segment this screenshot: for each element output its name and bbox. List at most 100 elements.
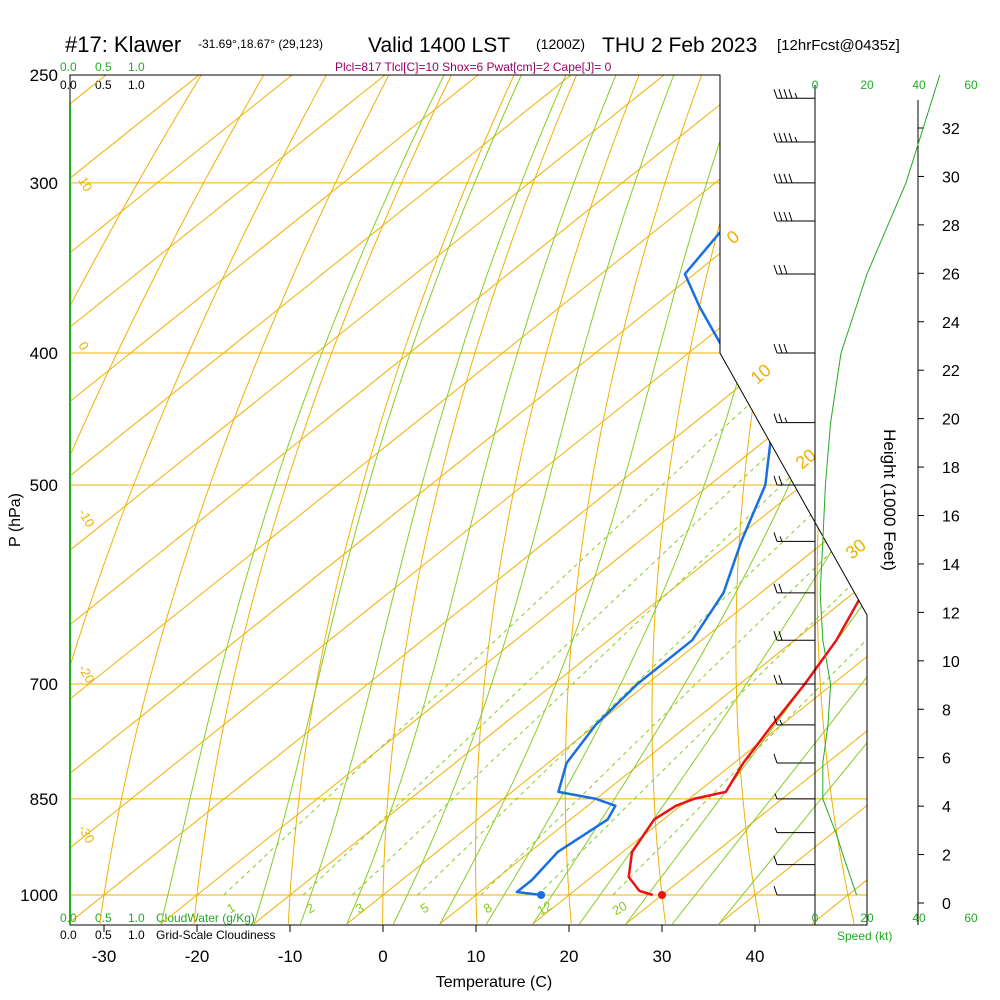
cloud-scale-bottom-green-2: 1.0 [128, 911, 145, 925]
wind-barb-full [773, 674, 778, 685]
isotherm-line [70, 75, 573, 925]
isotherm-line [70, 75, 480, 925]
dry-adiabat-line [70, 75, 369, 924]
isotherm-line [70, 75, 867, 925]
moist-adiabat-line [299, 75, 601, 925]
dry-adiabat-label: -30 [75, 822, 97, 846]
wind-barb-full [773, 413, 778, 423]
cloud-scale-top-black-1: 0.5 [95, 78, 112, 92]
temperature-tick-label: 20 [560, 947, 579, 966]
isotherm-line [70, 75, 867, 925]
height-tick-label: 14 [942, 557, 960, 574]
cloudwater-label: CloudWater (g/Kg) [156, 911, 255, 925]
height-tick-label: 26 [942, 266, 960, 283]
wind-barb-full [783, 264, 788, 275]
height-tick-label: 12 [942, 605, 960, 622]
moist-adiabat-label: 30 [842, 535, 870, 563]
height-axis-title: Height (1000 Feet) [880, 429, 899, 571]
wind-barb-full [778, 475, 783, 486]
x-axis-title: Temperature (C) [436, 974, 552, 991]
wind-barb-half [779, 719, 783, 726]
wind-speed-profile [819, 74, 941, 896]
wind-barb-full [788, 132, 793, 143]
moist-adiabat-line [439, 75, 771, 925]
wind-barb-half [794, 93, 798, 99]
wind-barb [773, 631, 815, 641]
wind-barb-full [783, 343, 788, 354]
dry-adiabat-line [70, 75, 249, 925]
dry-adiabat-line [382, 75, 611, 924]
dry-adiabat-label: -10 [75, 506, 97, 530]
cloud-scale-bottom-green-1: 0.5 [95, 911, 112, 925]
height-tick-label: 8 [942, 702, 951, 719]
wind-barb-full [773, 753, 778, 764]
wind-barb [773, 855, 815, 866]
isotherm-line [70, 75, 666, 925]
cloud-scale-bottom-black-0: 0.0 [60, 928, 77, 942]
wind-speed-tick-top: 60 [964, 78, 978, 92]
moist-adiabat-line [392, 75, 705, 925]
wind-barb [773, 583, 815, 594]
height-tick-label: 24 [942, 315, 960, 332]
dry-adiabat-line [735, 75, 852, 924]
isotherm-line [811, 75, 867, 925]
moist-adiabat-line [718, 75, 867, 925]
dry-adiabat-line [70, 75, 309, 925]
height-tick-label: 0 [942, 896, 951, 913]
moist-adiabat-line [253, 75, 558, 925]
station-coords: -31.69°,18.67° (29,123) [198, 37, 323, 51]
wind-barb-full [778, 583, 783, 594]
wind-speed-tick-top: 20 [860, 78, 874, 92]
pressure-tick-label: 400 [30, 344, 58, 363]
moist-adiabat-line [625, 75, 867, 925]
pressure-tick-label: 300 [30, 174, 58, 193]
plot-frame [69, 74, 868, 926]
wind-barb [773, 211, 815, 222]
pressure-tick-label: 850 [30, 790, 58, 809]
height-tick-label: 32 [942, 121, 960, 138]
isotherm-line [70, 75, 867, 925]
station-title: #17: Klawer [65, 32, 181, 57]
mixing-ratio-line [612, 352, 867, 896]
dry-adiabat-label: 0 [75, 339, 92, 353]
wind-barb-full [783, 132, 788, 143]
mixing-ratio-line [223, 352, 805, 896]
dry-adiabat-line [287, 75, 550, 924]
dry-adiabat-label: -20 [75, 662, 97, 686]
isotherm-line [70, 75, 852, 925]
wind-barb-half [784, 417, 788, 423]
mixing-ratio-line [417, 352, 867, 896]
height-tick-label: 16 [942, 509, 960, 526]
isotherm-line [346, 75, 867, 925]
wind-barb-full [773, 885, 778, 896]
height-tick-label: 30 [942, 169, 960, 186]
wind-barb-half [794, 136, 798, 143]
wind-speed-tick-bottom: 0 [812, 911, 819, 925]
cloud-scale-top-black-2: 1.0 [128, 78, 145, 92]
isotherm-line [625, 75, 867, 925]
temperature-tick-label: 40 [746, 947, 765, 966]
wind-barb-full [773, 173, 778, 184]
mixing-ratio-line [480, 352, 867, 896]
moist-adiabat-label: 10 [747, 360, 775, 388]
mixing-ratio-label: 20 [609, 898, 629, 918]
wind-barb-full [778, 211, 783, 222]
utc-time: (1200Z) [536, 36, 585, 52]
moist-adiabat-label: 20 [792, 445, 820, 473]
isotherm-line [532, 75, 867, 925]
wind-barb [773, 264, 815, 275]
y-axis-title: P (hPa) [7, 493, 24, 547]
wind-barb [773, 89, 815, 99]
height-tick-label: 4 [942, 799, 951, 816]
wind-barb [773, 753, 815, 764]
wind-barb-full [773, 264, 778, 275]
wind-barb-full [788, 89, 793, 99]
temperature-tick-label: 0 [378, 947, 387, 966]
wind-barb-half [774, 793, 778, 800]
cloud-scale-top-green-0: 0.0 [60, 60, 77, 74]
dry-adiabat-line [564, 75, 731, 924]
wind-barb-full [778, 264, 783, 275]
temperature-tick-label: -20 [185, 947, 210, 966]
moist-adiabat-line [346, 75, 649, 925]
isotherm-line [70, 75, 387, 925]
